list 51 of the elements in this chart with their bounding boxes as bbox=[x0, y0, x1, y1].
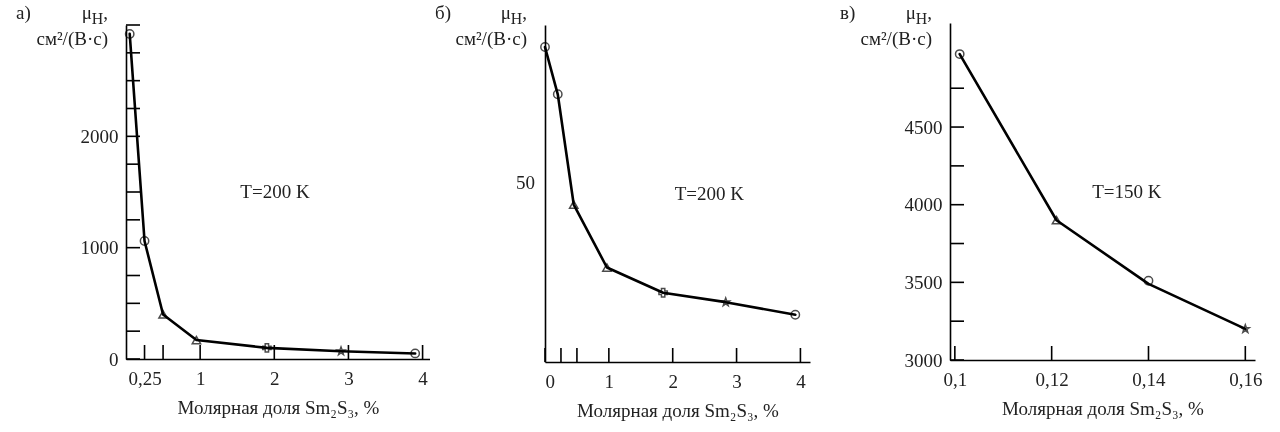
x-tick-label: 0,16 bbox=[1229, 368, 1263, 390]
x-tick-label: 0,14 bbox=[1132, 368, 1167, 390]
y-axis-title: μ$_{H}$, см²/(В·с) bbox=[455, 2, 527, 49]
annotation: T=150 K bbox=[1092, 180, 1162, 202]
x-tick-label: 1 bbox=[604, 370, 615, 392]
x-axis-title: Молярная доля Sm₂S₃, % bbox=[177, 396, 380, 418]
y-tick-label: 3500 bbox=[904, 271, 943, 293]
point bbox=[336, 346, 346, 356]
point bbox=[568, 200, 579, 209]
y-axis-title: μ$_{H}$, см²/(В·с) bbox=[860, 2, 932, 49]
x-tick-label: 3 bbox=[344, 367, 354, 389]
x-tick-label: 0,1 bbox=[943, 368, 968, 390]
point bbox=[658, 287, 669, 298]
annotation: T=200 K bbox=[674, 182, 745, 204]
point bbox=[552, 89, 563, 100]
chart-title: б) bbox=[435, 2, 451, 24]
point bbox=[540, 42, 550, 52]
x-axis-title: Молярная доля Sm₂S₃, % bbox=[1002, 397, 1205, 419]
text: 50 bbox=[516, 172, 535, 194]
point bbox=[954, 49, 965, 59]
chart-title: а) bbox=[16, 2, 31, 24]
x-tick-label: 0,25 bbox=[128, 367, 162, 389]
annotation: T=200 K bbox=[240, 181, 310, 202]
x-tick-label: 3 bbox=[732, 370, 742, 392]
chart-title: в) bbox=[840, 2, 856, 24]
y-tick-label: 3000 bbox=[904, 349, 943, 371]
y-tick-label: 1000 bbox=[80, 237, 119, 259]
y-axis-title: μ$_{H}$, см²/(В·с) bbox=[36, 2, 108, 49]
point bbox=[1051, 215, 1062, 225]
point bbox=[790, 309, 801, 320]
point bbox=[410, 348, 421, 359]
y-tick-label: 2000 bbox=[80, 125, 119, 147]
y-tick-label: 0 bbox=[109, 348, 119, 370]
x-tick-label: 1 bbox=[195, 367, 206, 389]
point bbox=[158, 310, 169, 319]
point bbox=[602, 263, 612, 272]
x-axis-title: Молярная доля Sm₂S₃, % bbox=[577, 399, 780, 421]
y-tick-label: 4000 bbox=[904, 194, 943, 216]
x-tick-label: 0 bbox=[545, 370, 555, 392]
point bbox=[139, 236, 150, 246]
x-tick-label: 2 bbox=[668, 370, 678, 392]
y-tick-label: 4500 bbox=[904, 116, 943, 138]
point bbox=[261, 342, 272, 353]
x-tick-label: 2 bbox=[270, 367, 280, 389]
x-tick-label: 4 bbox=[418, 367, 429, 389]
point bbox=[124, 28, 135, 39]
point bbox=[720, 297, 731, 307]
x-tick-label: 4 bbox=[796, 370, 807, 392]
point bbox=[1143, 275, 1154, 286]
point bbox=[191, 335, 202, 345]
x-tick-label: 0,12 bbox=[1035, 368, 1069, 390]
